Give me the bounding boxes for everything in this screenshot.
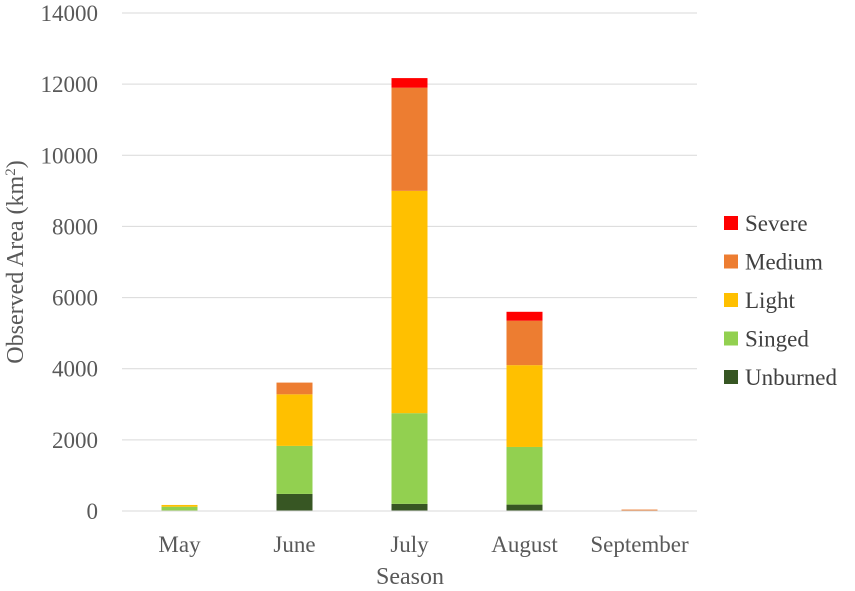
y-tick-label: 8000 bbox=[52, 214, 98, 239]
legend-label-light: Light bbox=[745, 288, 795, 313]
legend-swatch-unburned bbox=[724, 370, 738, 384]
bar-segment-medium bbox=[621, 509, 658, 511]
legend: Severe Medium Light Singed Unburned bbox=[724, 211, 837, 390]
y-tick-label: 12000 bbox=[41, 72, 99, 97]
bar-segment-unburned bbox=[506, 504, 543, 511]
bar-segment-singed bbox=[276, 445, 313, 494]
y-tick-label: 6000 bbox=[52, 286, 98, 311]
legend-label-medium: Medium bbox=[745, 250, 823, 275]
y-tick-label: 2000 bbox=[52, 428, 98, 453]
bar-segment-unburned bbox=[391, 503, 428, 511]
legend-label-severe: Severe bbox=[745, 211, 808, 236]
x-axis-title: Season bbox=[376, 564, 444, 590]
bar-segment-light bbox=[506, 365, 543, 447]
bar-segment-unburned bbox=[276, 493, 313, 511]
x-tick-label: May bbox=[158, 532, 201, 557]
bar-segment-light bbox=[276, 394, 313, 446]
x-tick-label: August bbox=[491, 532, 558, 557]
bar-segment-medium bbox=[506, 320, 543, 366]
legend-label-singed: Singed bbox=[745, 327, 809, 352]
legend-label-unburned: Unburned bbox=[745, 365, 837, 390]
legend-swatch-singed bbox=[724, 331, 738, 346]
y-tick-label: 0 bbox=[87, 499, 99, 524]
y-tick-label: 4000 bbox=[52, 357, 98, 382]
legend-swatch-medium bbox=[724, 254, 738, 269]
x-tick-label: September bbox=[590, 532, 689, 557]
bar-segment-singed bbox=[161, 506, 198, 511]
legend-swatch-light bbox=[724, 293, 738, 307]
bar-segment-medium bbox=[391, 87, 428, 191]
bar-segment-medium bbox=[276, 382, 313, 395]
x-tick-label: June bbox=[273, 532, 315, 557]
y-tick-label: 10000 bbox=[41, 143, 99, 168]
y-axis-title: Observed Area (km2) bbox=[3, 160, 29, 363]
bar-segment-light bbox=[161, 504, 198, 507]
bar-segment-singed bbox=[391, 413, 428, 504]
bar-segment-severe bbox=[391, 78, 428, 88]
y-tick-label: 14000 bbox=[41, 1, 99, 26]
bar-segment-severe bbox=[506, 311, 543, 321]
x-tick-label: July bbox=[390, 532, 429, 557]
bars bbox=[161, 78, 658, 511]
bar-segment-light bbox=[391, 190, 428, 414]
bar-segment-singed bbox=[506, 446, 543, 505]
legend-swatch-severe bbox=[724, 216, 738, 230]
y-axis-ticks: 0 2000 4000 6000 8000 10000 12000 14000 bbox=[41, 1, 99, 524]
x-axis-ticks: May June July August September bbox=[158, 532, 689, 557]
